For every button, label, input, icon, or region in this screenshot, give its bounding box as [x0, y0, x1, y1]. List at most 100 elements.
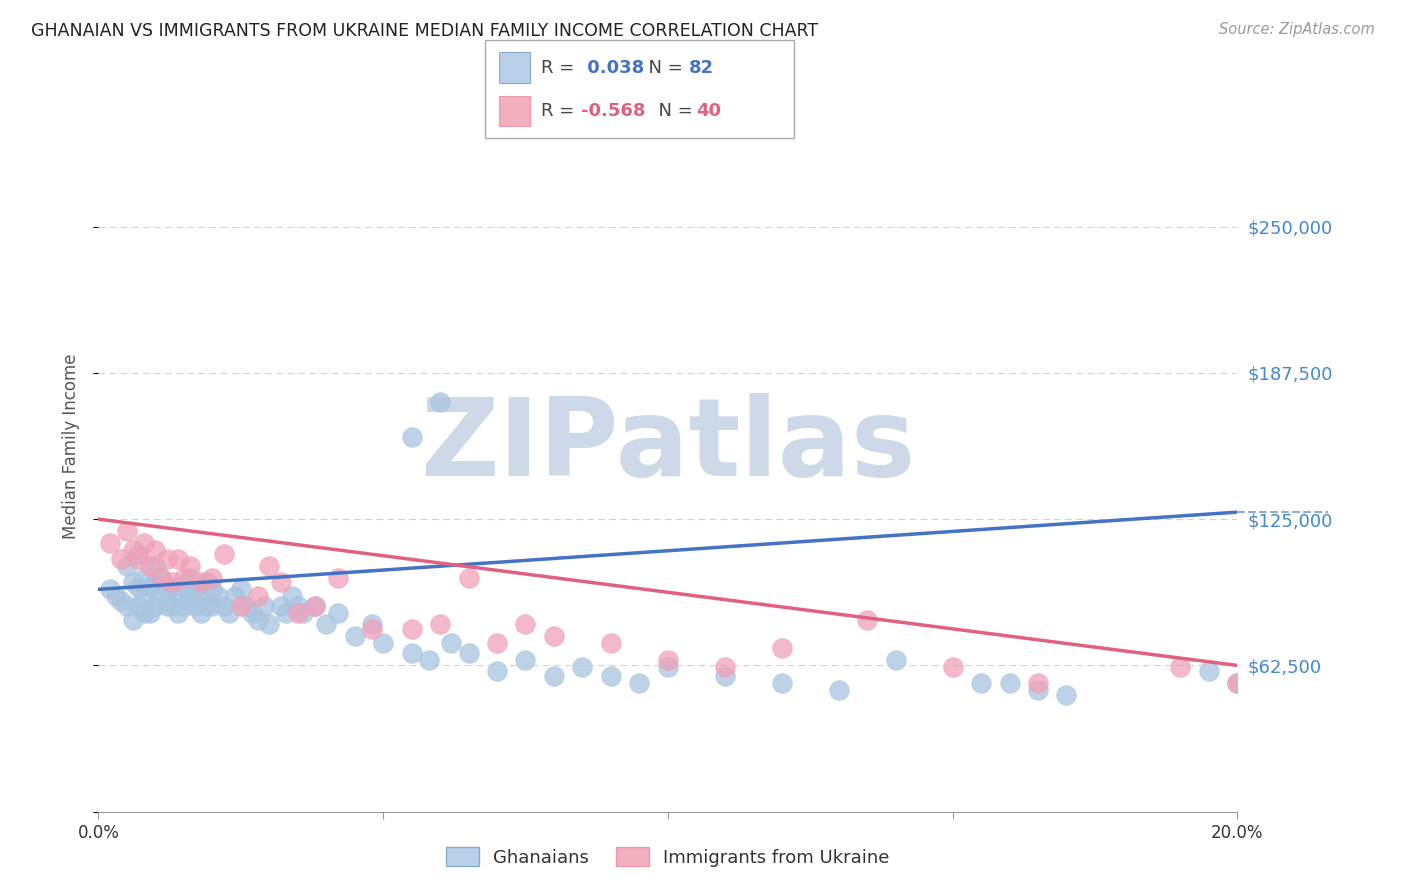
Point [156, 599, 179, 613]
Point [235, 599, 257, 613]
Point [884, 652, 907, 666]
Point [127, 599, 149, 613]
Point [270, 575, 292, 590]
Point [115, 524, 138, 538]
Point [229, 582, 252, 597]
Point [1198, 665, 1220, 679]
Point [150, 571, 173, 585]
Point [246, 590, 269, 604]
Point [486, 636, 509, 650]
Point [195, 599, 218, 613]
Point [110, 594, 132, 608]
Point [304, 599, 326, 613]
Point [326, 571, 349, 585]
Text: GHANAIAN VS IMMIGRANTS FROM UKRAINE MEDIAN FAMILY INCOME CORRELATION CHART: GHANAIAN VS IMMIGRANTS FROM UKRAINE MEDI… [31, 22, 818, 40]
Point [132, 590, 155, 604]
Point [229, 599, 252, 613]
Point [212, 547, 235, 561]
Point [628, 676, 651, 690]
Text: R =: R = [541, 102, 581, 120]
Point [486, 665, 509, 679]
Point [132, 571, 155, 585]
Legend: Ghanaians, Immigrants from Ukraine: Ghanaians, Immigrants from Ukraine [437, 838, 898, 876]
Point [115, 599, 138, 613]
Point [212, 599, 235, 613]
Point [179, 571, 201, 585]
Point [179, 590, 201, 604]
Point [201, 582, 224, 597]
Point [138, 580, 160, 594]
Point [246, 613, 269, 627]
Point [429, 395, 451, 409]
Point [156, 552, 179, 566]
Point [292, 606, 315, 620]
Text: R =: R = [541, 59, 581, 77]
Point [457, 646, 479, 660]
Point [276, 606, 298, 620]
Point [281, 590, 304, 604]
Point [1226, 676, 1249, 690]
Point [162, 580, 184, 594]
Point [110, 552, 132, 566]
Point [145, 542, 167, 557]
Text: Source: ZipAtlas.com: Source: ZipAtlas.com [1219, 22, 1375, 37]
Point [259, 617, 281, 632]
Point [162, 575, 184, 590]
Point [770, 640, 793, 655]
Point [132, 535, 155, 549]
Point [240, 606, 263, 620]
Point [714, 659, 737, 673]
Point [326, 606, 349, 620]
Point [167, 606, 190, 620]
Point [127, 547, 149, 561]
Point [201, 599, 224, 613]
Point [828, 683, 851, 698]
Point [571, 659, 593, 673]
Point [121, 542, 143, 557]
Point [360, 617, 382, 632]
Point [104, 590, 127, 604]
Point [167, 552, 190, 566]
Point [138, 606, 160, 620]
Text: 40: 40 [696, 102, 721, 120]
Point [714, 669, 737, 683]
Point [145, 575, 167, 590]
Point [150, 590, 173, 604]
Point [167, 590, 190, 604]
Text: 82: 82 [689, 59, 714, 77]
Point [1170, 659, 1192, 673]
Point [190, 606, 212, 620]
Point [418, 652, 440, 666]
Point [1056, 688, 1078, 702]
Point [270, 599, 292, 613]
Point [401, 622, 423, 636]
Point [515, 617, 537, 632]
Point [287, 606, 309, 620]
Point [429, 617, 451, 632]
Point [515, 652, 537, 666]
Point [1026, 676, 1049, 690]
Point [207, 590, 229, 604]
Point [373, 636, 395, 650]
Point [145, 558, 167, 573]
Point [600, 669, 623, 683]
Point [287, 599, 309, 613]
Point [304, 599, 326, 613]
Point [942, 659, 965, 673]
Point [657, 652, 679, 666]
Point [156, 582, 179, 597]
Point [121, 613, 143, 627]
Point [184, 582, 207, 597]
Point [224, 590, 246, 604]
Point [132, 606, 155, 620]
Point [121, 575, 143, 590]
Point [190, 575, 212, 590]
Point [998, 676, 1021, 690]
Point [173, 599, 195, 613]
Point [457, 571, 479, 585]
Point [138, 558, 160, 573]
Point [201, 571, 224, 585]
Point [1226, 676, 1249, 690]
Text: -0.568: -0.568 [581, 102, 645, 120]
Y-axis label: Median Family Income: Median Family Income [62, 353, 80, 539]
